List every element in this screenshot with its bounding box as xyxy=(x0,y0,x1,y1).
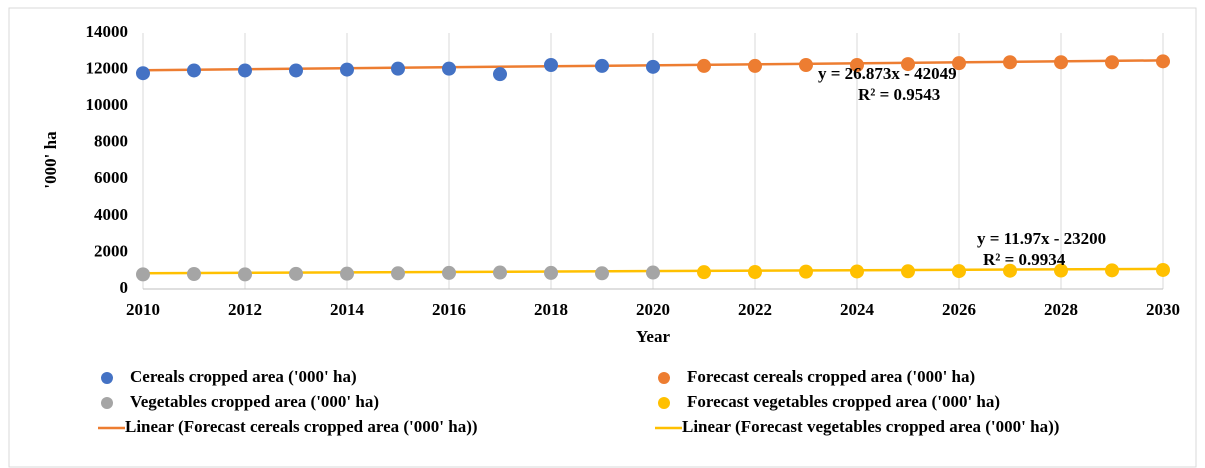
legend-label: Linear (Forecast cereals cropped area ('… xyxy=(125,417,478,436)
legend-label: Forecast vegetables cropped area ('000' … xyxy=(687,392,1000,411)
x-axis-label: Year xyxy=(636,327,670,346)
point xyxy=(1003,55,1017,70)
legend-label: Linear (Forecast vegetables cropped area… xyxy=(682,417,1059,436)
point xyxy=(850,58,864,72)
point xyxy=(136,267,150,282)
point xyxy=(850,264,864,279)
point xyxy=(289,266,303,281)
point xyxy=(187,267,201,282)
point xyxy=(340,266,354,281)
point xyxy=(952,264,966,279)
point xyxy=(544,265,558,280)
y-tick-label: 10000 xyxy=(86,95,129,114)
point xyxy=(544,58,558,72)
annotation: y = 26.873x - 42049 xyxy=(818,64,957,83)
chart-border xyxy=(8,7,1197,468)
y-tick-label: 8000 xyxy=(94,132,128,151)
point xyxy=(697,265,711,280)
point xyxy=(697,58,711,73)
x-tick-label: 2028 xyxy=(1044,300,1078,319)
point xyxy=(901,264,915,279)
point xyxy=(442,265,456,280)
y-tick-label: 6000 xyxy=(94,168,128,187)
point xyxy=(340,62,354,77)
point xyxy=(595,58,609,73)
point xyxy=(901,57,915,72)
x-tick-label: 2026 xyxy=(942,300,976,319)
y-axis-label: '000' ha xyxy=(41,131,60,189)
point xyxy=(1105,55,1119,70)
point xyxy=(799,264,813,279)
x-tick-label: 2018 xyxy=(534,300,568,319)
point xyxy=(391,61,405,76)
legend-label: Forecast cereals cropped area ('000' ha) xyxy=(687,367,975,386)
legend-label: Vegetables cropped area ('000' ha) xyxy=(130,392,379,411)
annotation: y = 11.97x - 23200 xyxy=(977,229,1106,248)
y-tick-label: 12000 xyxy=(86,58,129,77)
point xyxy=(799,58,813,72)
point xyxy=(187,63,201,78)
x-tick-label: 2014 xyxy=(330,300,365,319)
point xyxy=(1105,263,1119,278)
point xyxy=(748,58,762,73)
y-tick-label: 4000 xyxy=(94,205,128,224)
legend-marker xyxy=(101,372,113,384)
point xyxy=(1003,263,1017,278)
point xyxy=(1156,54,1170,69)
x-tick-label: 2010 xyxy=(126,300,160,319)
point xyxy=(289,63,303,78)
y-tick-label: 2000 xyxy=(94,241,128,260)
point xyxy=(136,66,150,81)
point xyxy=(391,266,405,281)
x-tick-label: 2016 xyxy=(432,300,466,319)
legend-marker xyxy=(658,397,670,409)
point xyxy=(646,59,660,74)
y-tick-label: 0 xyxy=(120,278,129,297)
point xyxy=(238,267,252,282)
point xyxy=(1054,55,1068,70)
y-tick-label: 14000 xyxy=(86,22,129,41)
point xyxy=(1156,262,1170,277)
point xyxy=(238,63,252,78)
x-tick-label: 2030 xyxy=(1146,300,1180,319)
legend-marker xyxy=(658,372,670,384)
point xyxy=(646,265,660,280)
annotation: R² = 0.9543 xyxy=(858,85,940,104)
point xyxy=(1054,263,1068,278)
x-tick-label: 2022 xyxy=(738,300,772,319)
point xyxy=(493,67,507,82)
point xyxy=(952,56,966,71)
annotation: R² = 0.9934 xyxy=(983,250,1066,269)
legend-marker xyxy=(101,397,113,409)
x-tick-label: 2020 xyxy=(636,300,670,319)
x-tick-label: 2024 xyxy=(840,300,875,319)
point xyxy=(442,61,456,76)
point xyxy=(595,266,609,281)
legend-label: Cereals cropped area ('000' ha) xyxy=(130,367,357,386)
point xyxy=(748,264,762,279)
x-tick-label: 2012 xyxy=(228,300,262,319)
point xyxy=(493,265,507,280)
